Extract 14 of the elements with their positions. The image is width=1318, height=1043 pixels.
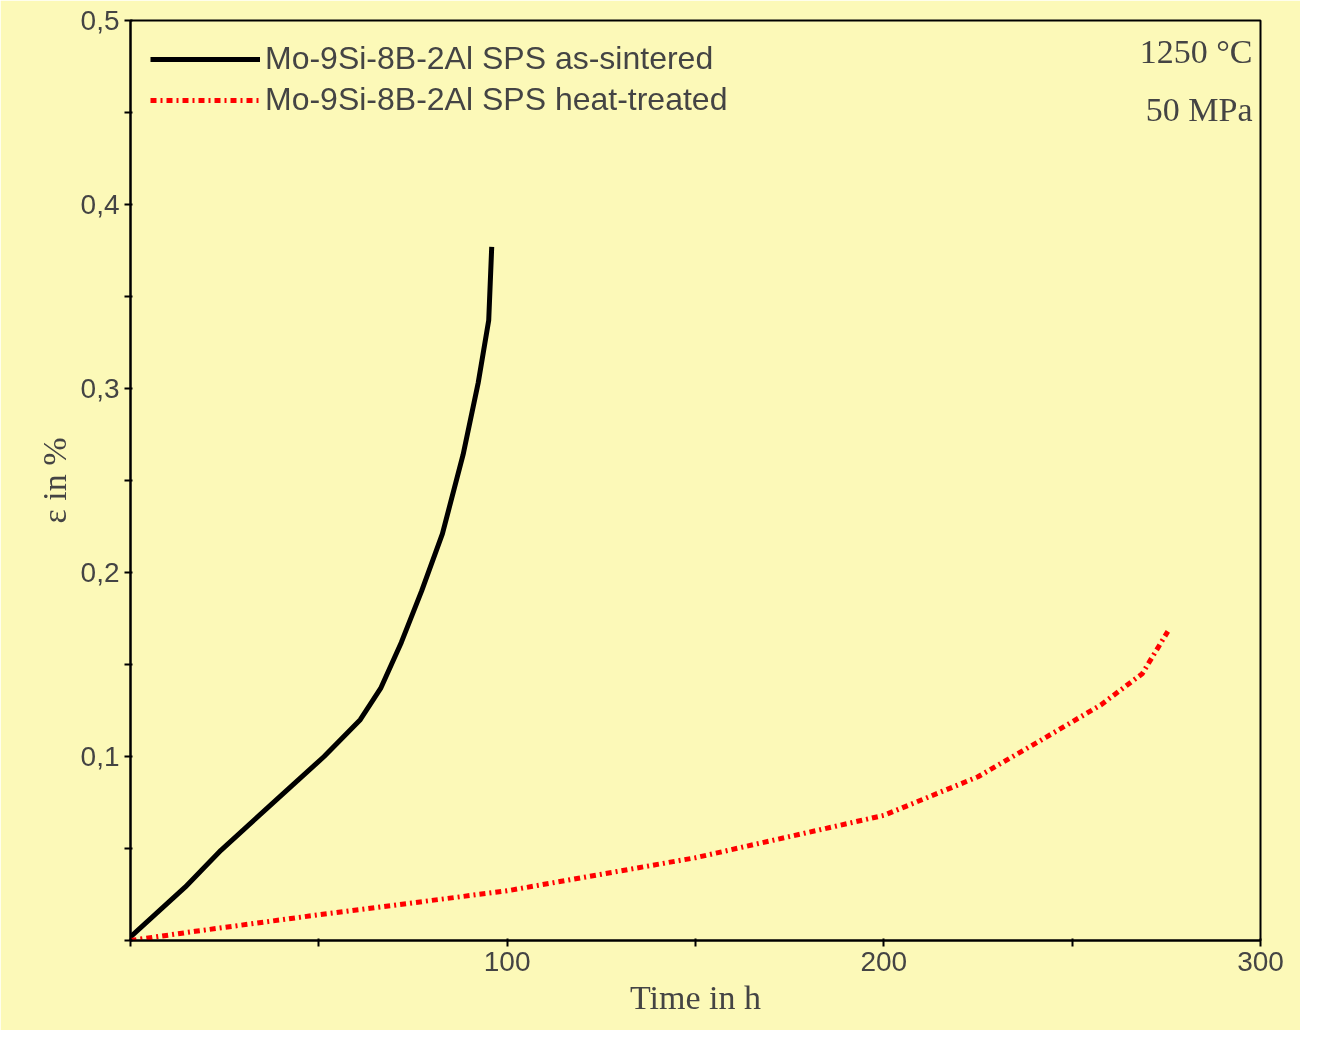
annotation: 1250 °C: [1139, 32, 1253, 70]
legend-label: Mo-9Si-8B-2Al SPS heat-treated: [265, 81, 728, 118]
x-tick-label: 100: [483, 945, 531, 977]
legend-label: Mo-9Si-8B-2Al SPS as-sintered: [265, 40, 714, 77]
y-tick-label: 0,3: [80, 373, 120, 404]
x-axis-title: Time in h: [630, 978, 762, 1016]
y-tick-label: 0,5: [80, 5, 120, 36]
x-tick-label: 300: [1237, 945, 1284, 977]
y-tick-label: 0,1: [80, 741, 120, 772]
y-axis-title: ε in %: [35, 437, 73, 524]
x-tick-label: 200: [860, 945, 908, 977]
y-tick-label: 0,2: [80, 557, 120, 588]
y-tick-label: 0,4: [80, 189, 120, 220]
annotation: 50 MPa: [1145, 90, 1253, 128]
